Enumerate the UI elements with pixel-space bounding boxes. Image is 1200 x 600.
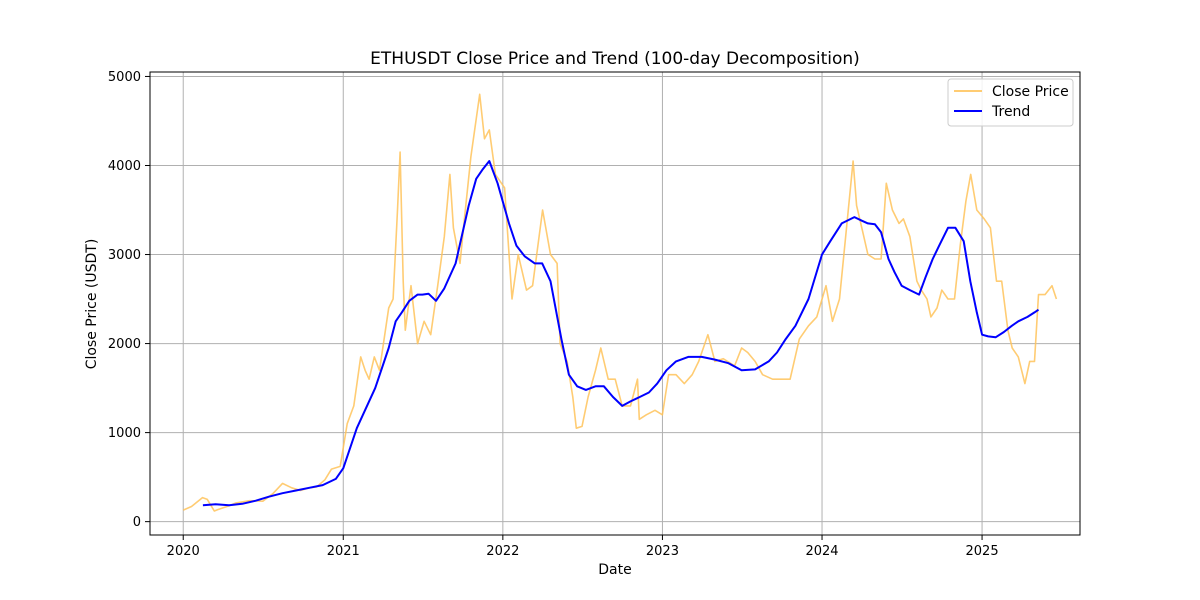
- y-tick-label: 2000: [108, 337, 141, 352]
- legend: Close Price Trend: [947, 78, 1074, 127]
- legend-label: Close Price: [992, 84, 1069, 100]
- y-tick-label: 4000: [108, 159, 141, 174]
- close-price-line: [182, 93, 1058, 512]
- legend-label: Trend: [991, 104, 1030, 120]
- x-tick-label: 2020: [167, 544, 200, 559]
- chart-title: ETHUSDT Close Price and Trend (100-day D…: [370, 49, 860, 69]
- x-axis-label: Date: [598, 562, 631, 578]
- x-tick-label: 2024: [805, 544, 838, 559]
- y-axis-ticks: 0 1000 2000 3000 4000 5000: [108, 70, 150, 530]
- y-axis-label: Close Price (USDT): [84, 239, 100, 370]
- axes-frame: [149, 71, 1081, 536]
- plot-area: [182, 93, 1058, 512]
- trend-line: [202, 160, 1040, 507]
- y-tick-label: 5000: [108, 70, 141, 85]
- y-tick-label: 1000: [108, 426, 141, 441]
- x-tick-label: 2022: [486, 544, 519, 559]
- x-axis-ticks: 2020 2021 2022 2023 2024 2025: [167, 535, 999, 559]
- x-tick-label: 2023: [646, 544, 679, 559]
- y-tick-label: 3000: [108, 248, 141, 263]
- x-tick-label: 2021: [327, 544, 360, 559]
- x-tick-label: 2025: [966, 544, 999, 559]
- y-tick-label: 0: [133, 515, 141, 530]
- grid-lines: [150, 72, 1080, 535]
